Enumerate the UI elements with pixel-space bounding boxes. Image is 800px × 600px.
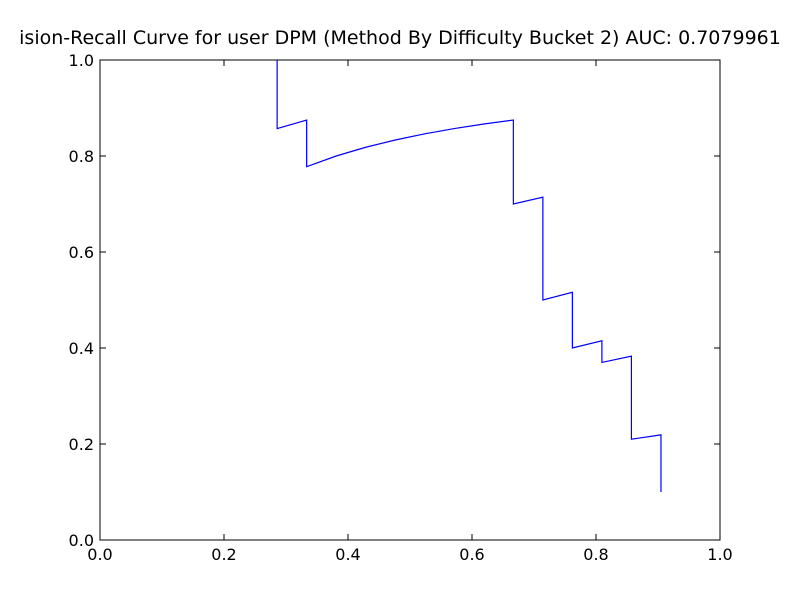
x-tick-label: 0.4 [335,545,360,564]
y-tick-label: 0.2 [69,435,94,454]
x-tick-label: 0.6 [459,545,484,564]
x-tick-label: 1.0 [707,545,732,564]
y-tick-label: 0.6 [69,243,94,262]
y-tick-label: 0.8 [69,147,94,166]
plot-frame [99,59,721,541]
x-tick-label: 0.0 [87,545,112,564]
y-tick-label: 0.0 [69,531,94,550]
x-axis: 0.0 0.2 0.4 0.6 0.8 1.0 [87,60,733,564]
y-tick-label: 1.0 [69,51,94,70]
y-axis: 0.0 0.2 0.4 0.6 0.8 1.0 [69,51,720,550]
x-tick-label: 0.2 [211,545,236,564]
series-line-1 [276,60,662,492]
x-tick-label: 0.8 [583,545,608,564]
series-layer [276,60,662,492]
y-tick-label: 0.4 [69,339,94,358]
chart-title: ision-Recall Curve for user DPM (Method … [19,27,781,49]
